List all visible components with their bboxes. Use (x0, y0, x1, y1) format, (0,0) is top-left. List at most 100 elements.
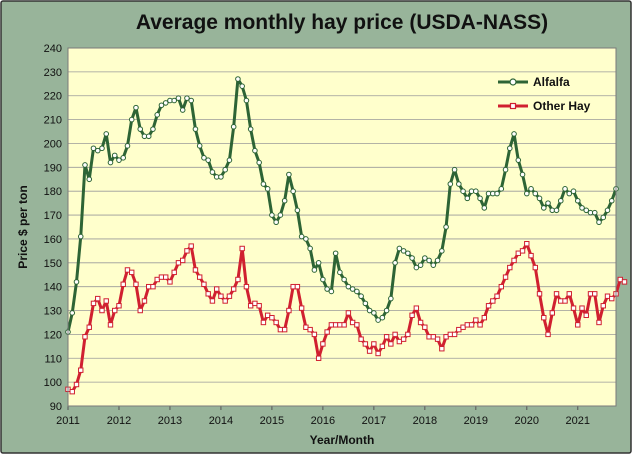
other-hay-point (617, 276, 623, 283)
alfalfa-point (328, 288, 335, 295)
alfalfa-point (481, 205, 488, 211)
other-hay-point (90, 300, 97, 307)
alfalfa-point (562, 186, 568, 192)
other-hay-point (515, 250, 521, 256)
alfalfa-point (201, 154, 207, 161)
x-tick-label: 2020 (515, 415, 539, 427)
other-hay-point (536, 291, 543, 297)
y-tick-label: 130 (44, 306, 62, 318)
other-hay-point (604, 293, 611, 299)
alfalfa-point (218, 174, 224, 180)
alfalfa-point (545, 200, 551, 206)
alfalfa-point (354, 288, 360, 295)
other-hay-point (311, 331, 318, 338)
alfalfa-point (315, 260, 322, 266)
alfalfa-point (332, 250, 339, 257)
alfalfa-point (528, 186, 534, 192)
alfalfa-point (269, 212, 275, 218)
alfalfa-point (145, 133, 152, 140)
other-hay-point (456, 326, 462, 333)
x-tick-label: 2012 (107, 415, 131, 427)
other-hay-point (192, 267, 199, 273)
other-hay-point (460, 324, 466, 330)
other-hay-point (426, 334, 432, 340)
x-tick-label: 2013 (158, 415, 182, 427)
y-tick-label: 180 (44, 186, 62, 198)
x-tick-label: 2014 (209, 415, 233, 427)
alfalfa-point (498, 186, 505, 192)
other-hay-point (129, 269, 135, 276)
alfalfa-point (311, 267, 318, 273)
alfalfa-point (281, 197, 288, 204)
other-hay-point (337, 322, 343, 328)
alfalfa-point (536, 195, 543, 202)
other-hay-point (621, 279, 628, 285)
other-hay-point (413, 305, 420, 311)
alfalfa-point (252, 147, 258, 154)
alfalfa-point (337, 269, 343, 276)
gridlines (68, 47, 616, 383)
other-hay-point (566, 291, 572, 297)
alfalfa-point (371, 310, 377, 316)
other-hay-point (383, 334, 390, 340)
alfalfa-point (464, 195, 471, 202)
other-hay-point (511, 257, 517, 264)
other-hay-point (502, 274, 509, 280)
alfalfa-point (358, 293, 364, 300)
alfalfa-point (511, 131, 517, 137)
other-hay-point (175, 260, 182, 266)
alfalfa-point (579, 205, 585, 211)
y-tick-label: 220 (44, 91, 62, 103)
x-axis-ticks: 2011 2012 2013 2014 2015 2016 2017 2018 2019 2020… (56, 406, 590, 427)
alfalfa-point (90, 145, 97, 152)
legend-other-hay-marker (509, 102, 517, 110)
other-hay-point (264, 312, 271, 319)
other-hay-point (405, 331, 411, 338)
alfalfa-point (596, 219, 602, 226)
other-hay-point (592, 291, 598, 297)
other-hay-point (222, 298, 228, 304)
x-axis-title: Year/Month (310, 433, 375, 447)
alfalfa-point (171, 97, 178, 104)
other-hay-point (528, 252, 534, 259)
alfalfa-point (566, 190, 573, 197)
other-hay-point (558, 298, 564, 304)
other-hay-point (116, 303, 122, 309)
alfalfa-point (124, 143, 131, 149)
other-hay-point (252, 300, 258, 307)
other-hay-point (269, 314, 275, 321)
alfalfa-point (341, 276, 347, 283)
alfalfa-point (150, 126, 156, 132)
alfalfa-point (473, 188, 479, 194)
other-hay-point (298, 305, 305, 311)
other-hay-point (277, 326, 284, 333)
alfalfa-point (256, 159, 262, 166)
alfalfa-point (553, 207, 560, 214)
other-hay-point (320, 341, 326, 347)
other-hay-point (596, 319, 602, 326)
other-hay-point (82, 334, 88, 340)
alfalfa-line (66, 77, 618, 333)
alfalfa-point (116, 157, 122, 163)
alfalfa-point (103, 131, 110, 137)
other-hay-point (95, 295, 101, 302)
alfalfa-point (86, 176, 93, 183)
other-hay-point (600, 303, 606, 309)
alfalfa-point (477, 195, 483, 202)
other-hay-point (112, 307, 118, 314)
other-hay-point (409, 312, 415, 319)
other-hay-point (417, 319, 424, 326)
alfalfa-point (82, 162, 88, 168)
x-tick-label: 2019 (464, 415, 488, 427)
alfalfa-point (77, 233, 84, 240)
other-hay-point (379, 343, 386, 350)
other-hay-point (388, 341, 394, 347)
alfalfa-point (264, 186, 271, 192)
alfalfa-point (400, 248, 407, 254)
y-tick-label: 140 (44, 282, 62, 294)
other-hay-point (575, 322, 581, 328)
alfalfa-point (494, 190, 500, 197)
alfalfa-point (392, 260, 398, 266)
other-hay-point (532, 264, 538, 271)
alfalfa-point (260, 181, 267, 187)
